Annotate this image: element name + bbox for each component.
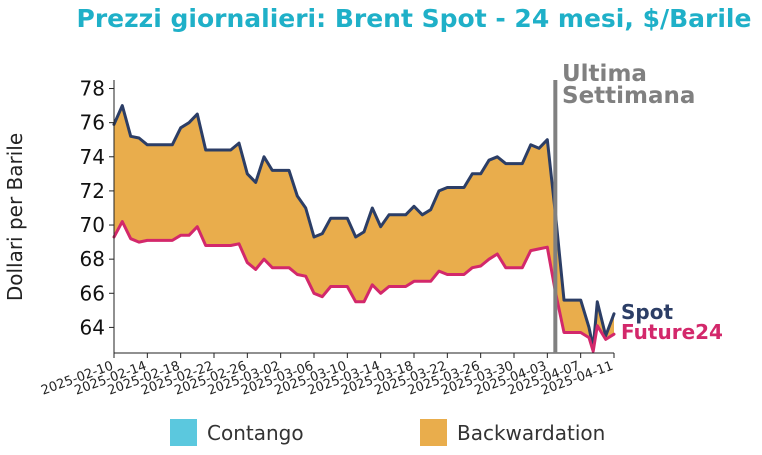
- y-tick-label: 68: [80, 247, 105, 271]
- x-axis-ticks: 2025-02-102025-02-142025-02-182025-02-22…: [39, 353, 615, 399]
- y-axis-label: Dollari per Barile: [3, 133, 27, 301]
- series-line-spot: [112, 104, 616, 350]
- y-tick-label: 76: [80, 111, 105, 135]
- y-tick-label: 78: [80, 77, 105, 101]
- y-tick-label: 74: [80, 145, 105, 169]
- legend-swatch-contango: [170, 419, 197, 446]
- y-tick-label: 64: [80, 315, 105, 339]
- legend-label-backwardation: Backwardation: [457, 421, 605, 445]
- legend-swatch-backwardation: [420, 419, 447, 446]
- last-week-label-line1: Ultima: [562, 61, 647, 87]
- series-line-future24: [112, 220, 616, 353]
- last-week-label-line2: Settimana: [562, 83, 695, 109]
- y-tick-label: 72: [80, 179, 105, 203]
- legend: Contango Backwardation: [170, 419, 605, 446]
- spread-fill-layer: [114, 105, 614, 352]
- legend-label-contango: Contango: [207, 421, 304, 445]
- chart-title: Prezzi giornalieri: Brent Spot - 24 mesi…: [77, 4, 752, 33]
- y-tick-label: 66: [80, 281, 105, 305]
- backwardation-area: [114, 105, 614, 352]
- last-week-annotation: Ultima Settimana: [553, 61, 695, 353]
- series-label-future24: Future24: [621, 320, 723, 344]
- series-line-layer: [112, 104, 616, 353]
- series-label-spot: Spot: [621, 300, 673, 324]
- y-tick-label: 70: [80, 213, 105, 237]
- y-axis-ticks: 64 66 68 70 72 74 76 78: [80, 77, 114, 339]
- plot-area: [112, 104, 616, 353]
